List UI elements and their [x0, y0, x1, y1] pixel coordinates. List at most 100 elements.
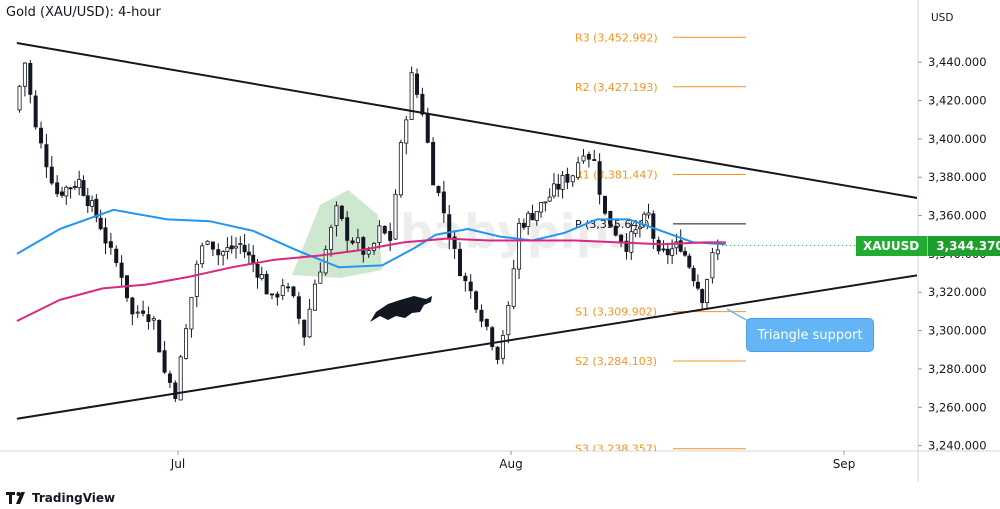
- trendline-lower: [16, 274, 917, 420]
- candle: [135, 305, 140, 318]
- x-tick-label: Aug: [499, 457, 522, 471]
- candle: [242, 234, 247, 259]
- candle: [291, 285, 296, 298]
- candle: [77, 170, 82, 196]
- y-tick-label: 3,380.000: [928, 170, 987, 184]
- candle: [570, 174, 575, 187]
- pivot-label-s2: S2 (3,284.103): [575, 355, 657, 368]
- candle: [255, 258, 260, 289]
- candle: [210, 241, 215, 257]
- candle: [517, 218, 522, 280]
- candle: [560, 171, 565, 199]
- candle: [452, 230, 457, 260]
- candle: [547, 188, 552, 203]
- candle: [246, 243, 251, 265]
- candle: [393, 189, 398, 241]
- candle: [90, 195, 95, 213]
- candle: [345, 210, 350, 252]
- candle: [377, 219, 382, 249]
- currency-label: USD: [931, 12, 954, 24]
- candle: [114, 245, 119, 267]
- candle: [103, 217, 108, 255]
- candle: [85, 187, 90, 214]
- candle: [339, 205, 344, 222]
- candle: [162, 340, 167, 374]
- candle: [534, 210, 539, 226]
- candle: [431, 137, 436, 186]
- candle: [216, 243, 221, 266]
- candle: [350, 237, 355, 245]
- babypips-watermark: babypips: [292, 190, 636, 278]
- candle: [264, 270, 269, 295]
- candle: [234, 237, 239, 259]
- y-tick-label: 3,300.000: [928, 324, 987, 338]
- watermark-shape: [292, 190, 382, 278]
- candle: [624, 233, 629, 260]
- tradingview-icon: [6, 492, 25, 504]
- candle: [33, 90, 38, 130]
- candle: [275, 291, 280, 306]
- footer: [0, 482, 1000, 509]
- tradingview-logo[interactable]: TradingView: [6, 491, 115, 505]
- candle: [404, 115, 409, 155]
- candlesticks: [17, 60, 720, 403]
- candle: [59, 186, 64, 198]
- candle: [173, 380, 178, 403]
- candle: [72, 181, 77, 191]
- candle: [619, 234, 624, 248]
- candle: [576, 156, 581, 181]
- candle: [98, 209, 103, 231]
- candle: [463, 272, 468, 292]
- candle: [691, 265, 696, 287]
- candle: [479, 304, 484, 328]
- candle: [108, 233, 113, 255]
- candle: [28, 60, 33, 104]
- candle: [194, 260, 199, 308]
- candle: [157, 319, 162, 353]
- candle: [592, 149, 597, 161]
- candle: [184, 324, 189, 360]
- x-tick-label: Jul: [170, 457, 185, 471]
- candle: [415, 68, 420, 98]
- candle: [565, 167, 570, 190]
- y-tick-label: 3,440.000: [928, 55, 987, 69]
- candle: [526, 210, 531, 235]
- x-tick-label: Sep: [833, 457, 856, 471]
- moving-average-2: [16, 237, 726, 322]
- candle: [355, 228, 360, 251]
- plot-area: babypips R3 (3,452.992) R2 (3,427.193) R1 (…: [16, 31, 917, 451]
- chart-title: Gold (XAU/USD): 4-hour: [6, 5, 161, 20]
- candle: [633, 228, 638, 238]
- candle: [39, 121, 44, 149]
- candle: [388, 222, 393, 252]
- candle: [420, 87, 425, 117]
- candle: [225, 237, 230, 260]
- candle: [398, 139, 403, 198]
- candle: [468, 274, 473, 299]
- y-tick-label: 3,260.000: [928, 400, 987, 414]
- candle: [382, 225, 387, 235]
- candle: [259, 266, 264, 281]
- last-price-label: 3,344.370: [927, 235, 1000, 256]
- y-tick-label: 3,420.000: [928, 94, 987, 108]
- candle: [119, 255, 124, 286]
- candle: [81, 175, 86, 197]
- candle: [484, 318, 489, 331]
- candle: [511, 259, 516, 310]
- candle: [551, 173, 556, 199]
- candle: [251, 245, 256, 273]
- candle: [141, 300, 146, 317]
- candle: [22, 62, 27, 97]
- pivot-label-r1: R1 (3,381.447): [575, 168, 658, 181]
- candle: [683, 247, 688, 257]
- candle: [280, 278, 285, 301]
- candle: [678, 229, 683, 253]
- candle: [646, 203, 651, 219]
- candle: [49, 156, 54, 186]
- candle: [521, 218, 526, 230]
- candle: [44, 133, 49, 179]
- candle: [334, 201, 339, 237]
- candle: [17, 84, 22, 113]
